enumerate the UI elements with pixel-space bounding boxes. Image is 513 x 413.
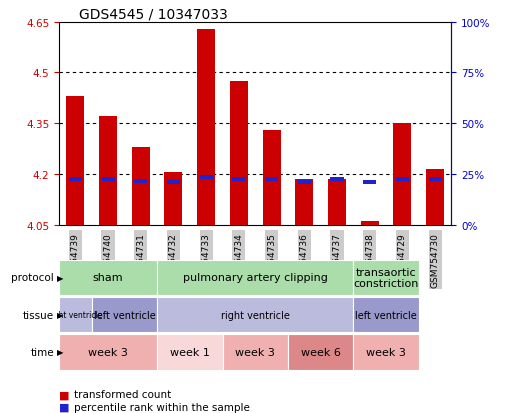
Bar bbox=[353, 335, 419, 370]
Text: percentile rank within the sample: percentile rank within the sample bbox=[74, 402, 250, 412]
Bar bbox=[396, 178, 409, 182]
Bar bbox=[426, 169, 444, 225]
Bar bbox=[66, 97, 84, 225]
Bar bbox=[288, 335, 353, 370]
Bar bbox=[167, 181, 180, 185]
Bar bbox=[353, 297, 419, 332]
Text: ▶: ▶ bbox=[57, 273, 64, 282]
Bar bbox=[59, 260, 157, 295]
Bar bbox=[157, 260, 353, 295]
Bar bbox=[157, 335, 223, 370]
Bar bbox=[428, 178, 442, 182]
Text: time: time bbox=[30, 347, 54, 357]
Bar bbox=[134, 179, 147, 183]
Bar bbox=[230, 82, 248, 225]
Text: ■: ■ bbox=[59, 389, 69, 399]
Bar bbox=[59, 297, 92, 332]
Bar bbox=[298, 181, 311, 185]
Text: week 6: week 6 bbox=[301, 347, 341, 357]
Bar bbox=[265, 178, 278, 182]
Text: pulmonary artery clipping: pulmonary artery clipping bbox=[183, 273, 328, 283]
Text: week 3: week 3 bbox=[366, 347, 406, 357]
Text: ▶: ▶ bbox=[57, 311, 64, 319]
Text: GDS4545 / 10347033: GDS4545 / 10347033 bbox=[78, 7, 227, 21]
Bar bbox=[157, 297, 353, 332]
Text: week 3: week 3 bbox=[88, 347, 128, 357]
Bar bbox=[102, 178, 114, 182]
Bar bbox=[92, 297, 157, 332]
Text: right ventricle: right ventricle bbox=[221, 310, 290, 320]
Bar bbox=[69, 178, 82, 182]
Bar bbox=[393, 124, 411, 225]
Bar bbox=[223, 335, 288, 370]
Bar bbox=[361, 222, 379, 225]
Bar bbox=[200, 176, 213, 180]
Bar bbox=[197, 29, 215, 225]
Text: ▶: ▶ bbox=[57, 348, 64, 356]
Text: transformed count: transformed count bbox=[74, 389, 172, 399]
Text: protocol: protocol bbox=[11, 273, 54, 283]
Bar bbox=[232, 178, 245, 182]
Text: week 3: week 3 bbox=[235, 347, 275, 357]
Bar bbox=[353, 260, 419, 295]
Text: tissue: tissue bbox=[23, 310, 54, 320]
Text: left ventricle: left ventricle bbox=[355, 310, 417, 320]
Bar bbox=[165, 173, 183, 225]
Text: transaortic
constriction: transaortic constriction bbox=[353, 267, 419, 289]
Text: sham: sham bbox=[93, 273, 123, 283]
Bar bbox=[330, 178, 344, 182]
Bar bbox=[132, 147, 150, 225]
Bar bbox=[263, 131, 281, 225]
Bar bbox=[59, 335, 157, 370]
Text: right ventricle: right ventricle bbox=[48, 311, 103, 319]
Text: left ventricle: left ventricle bbox=[93, 310, 155, 320]
Bar bbox=[295, 180, 313, 225]
Bar bbox=[328, 180, 346, 225]
Text: week 1: week 1 bbox=[170, 347, 210, 357]
Text: ■: ■ bbox=[59, 402, 69, 412]
Bar bbox=[363, 181, 376, 185]
Bar bbox=[99, 117, 117, 225]
